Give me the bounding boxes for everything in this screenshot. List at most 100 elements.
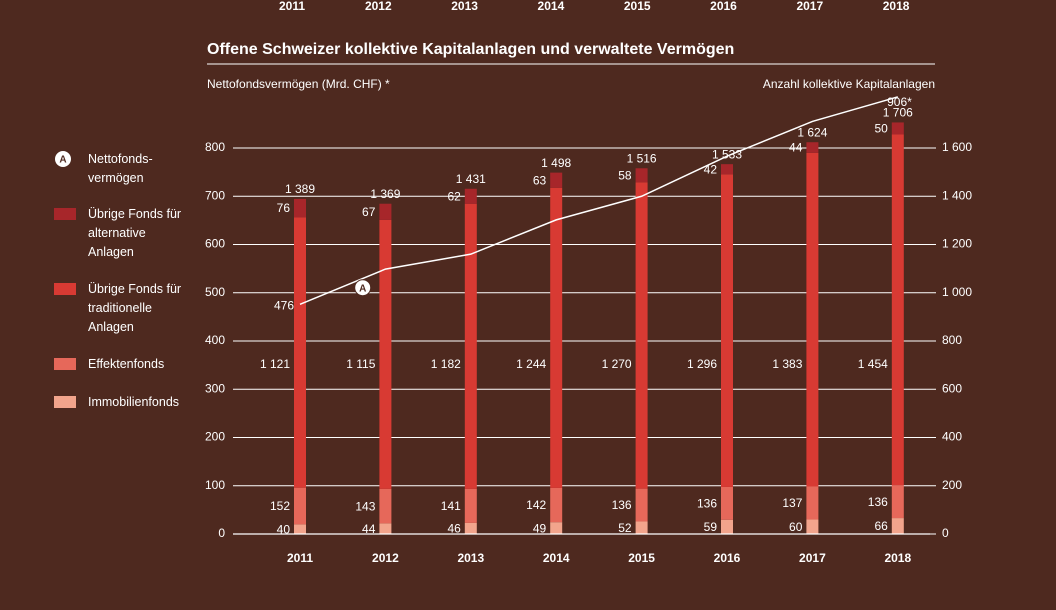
y2-tick-label: 600 xyxy=(942,381,962,395)
y-tick-label: 600 xyxy=(205,237,225,251)
segment-label: 76 xyxy=(277,201,291,215)
bar-segment xyxy=(294,198,306,218)
bar-segment xyxy=(550,172,563,188)
total-label: 1 516 xyxy=(627,151,657,165)
segment-label: 143 xyxy=(355,499,375,513)
y-tick-label: 500 xyxy=(205,285,225,299)
bar-segment xyxy=(891,518,904,534)
bar-segment xyxy=(635,182,648,489)
bar-segment xyxy=(806,519,819,534)
legend-swatch xyxy=(54,396,76,408)
legend-swatch xyxy=(54,358,76,370)
segment-label: 63 xyxy=(533,173,547,187)
y-tick-label: 100 xyxy=(205,478,225,492)
x-tick-label: 2018 xyxy=(884,551,911,565)
y-tick-label: 300 xyxy=(205,381,225,395)
bar-segment xyxy=(294,487,306,525)
x-tick-label: 2014 xyxy=(543,551,570,565)
total-label: 1 706 xyxy=(883,106,913,120)
total-label: 1 389 xyxy=(285,182,315,196)
segment-label: 1 121 xyxy=(260,357,290,371)
bar-segment xyxy=(464,522,477,534)
chart-title: Offene Schweizer kollektive Kapitalanlag… xyxy=(207,41,734,58)
segment-label: 66 xyxy=(874,519,888,533)
bar-segment xyxy=(379,523,392,534)
y2-tick-label: 200 xyxy=(942,478,962,492)
y-tick-label: 700 xyxy=(205,188,225,202)
bar-segment xyxy=(635,168,648,183)
bar-segment xyxy=(891,485,904,519)
total-label: 1 431 xyxy=(456,172,486,186)
segment-label: 136 xyxy=(868,495,888,509)
top-year-label: 2011 xyxy=(279,0,305,13)
segment-label: 1 454 xyxy=(858,357,888,371)
bar-segment xyxy=(294,217,306,488)
bar-segment xyxy=(891,134,904,486)
bar-segment xyxy=(721,174,733,487)
bar-segment xyxy=(550,487,563,523)
line-marker xyxy=(354,279,372,297)
top-year-label: 2018 xyxy=(883,0,910,13)
segment-label: 59 xyxy=(704,520,718,534)
segment-label: 137 xyxy=(782,496,802,510)
top-year-label: 2012 xyxy=(365,0,392,13)
x-tick-label: 2016 xyxy=(714,551,741,565)
segment-label: 1 270 xyxy=(602,357,632,371)
legend-label: Übrige Fonds für traditionelle Anlagen xyxy=(88,282,182,334)
y2-tick-label: 1 400 xyxy=(942,188,972,202)
segment-label: 1 115 xyxy=(346,357,375,371)
legend-label: Immobilienfonds xyxy=(88,395,180,409)
bar-segment xyxy=(806,152,819,487)
top-year-label: 2015 xyxy=(624,0,651,13)
y2-tick-label: 400 xyxy=(942,430,962,444)
legend-label: Effektenfonds xyxy=(88,357,165,371)
x-tick-label: 2011 xyxy=(287,551,313,565)
bar-segment xyxy=(721,164,733,175)
segment-label: 1 383 xyxy=(772,357,802,371)
segment-label: 58 xyxy=(618,168,632,182)
segment-label: 49 xyxy=(533,521,547,535)
top-year-label: 2016 xyxy=(710,0,737,13)
x-tick-label: 2015 xyxy=(628,551,655,565)
y-axis-title: Nettofondsvermögen (Mrd. CHF) * xyxy=(207,77,390,91)
bar-segment xyxy=(806,142,819,153)
bar-segment xyxy=(635,521,648,534)
segment-label: 46 xyxy=(447,522,461,536)
legend-label: Übrige Fonds für alternative Anlagen xyxy=(88,207,182,259)
x-tick-label: 2012 xyxy=(372,551,399,565)
total-label: 1 533 xyxy=(712,147,742,161)
top-year-label: 2017 xyxy=(796,0,823,13)
bar-segment xyxy=(721,486,733,520)
segment-label: 136 xyxy=(697,497,717,511)
y2-axis-title: Anzahl kollektive Kapitalanlagen xyxy=(763,77,935,91)
total-label: 1 624 xyxy=(797,125,827,139)
legend-label: Nettofonds- vermögen xyxy=(88,152,153,185)
y-tick-label: 0 xyxy=(218,526,225,540)
y-tick-label: 200 xyxy=(205,430,225,444)
segment-label: 44 xyxy=(362,522,376,536)
bar-segment xyxy=(379,203,392,220)
y2-tick-label: 1 000 xyxy=(942,285,972,299)
bar-segment xyxy=(464,203,477,489)
y-tick-label: 400 xyxy=(205,333,225,347)
bar-segment xyxy=(294,524,306,534)
segment-label: 152 xyxy=(270,499,290,513)
top-year-label: 2013 xyxy=(451,0,478,13)
segment-label: 44 xyxy=(789,141,803,155)
bar-segment xyxy=(635,488,648,522)
y2-tick-label: 0 xyxy=(942,526,949,540)
segment-label: 60 xyxy=(789,520,803,534)
y2-tick-label: 1 600 xyxy=(942,140,972,154)
segment-label: 52 xyxy=(618,521,632,535)
legend-marker xyxy=(55,151,71,167)
y2-tick-label: 800 xyxy=(942,333,962,347)
legend-swatch xyxy=(54,283,76,295)
bar-segment xyxy=(464,488,477,523)
total-label: 1 369 xyxy=(370,187,400,201)
line-series xyxy=(299,96,899,306)
segment-label: 62 xyxy=(447,189,461,203)
segment-label: 1 244 xyxy=(516,357,546,371)
legend-marker-label: A xyxy=(59,155,66,166)
